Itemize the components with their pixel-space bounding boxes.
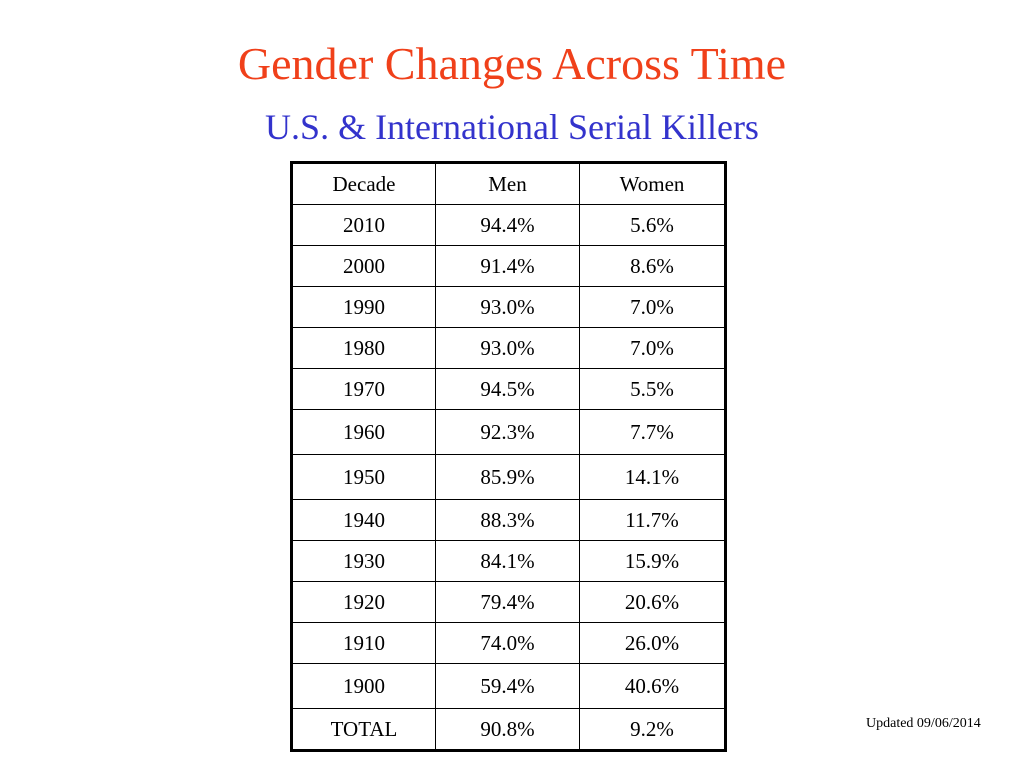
header-men: Men xyxy=(435,162,580,205)
cell-men: 93.0% xyxy=(435,286,580,328)
cell-men: 91.4% xyxy=(435,245,580,287)
cell-women: 7.7% xyxy=(579,409,726,455)
cell-decade: 1980 xyxy=(291,327,436,369)
cell-women: 26.0% xyxy=(579,622,726,664)
cell-decade: 1970 xyxy=(291,368,436,410)
cell-women: 9.2% xyxy=(579,708,726,751)
cell-women: 20.6% xyxy=(579,581,726,623)
cell-men: 85.9% xyxy=(435,454,580,500)
cell-women: 14.1% xyxy=(579,454,726,500)
updated-date-note: Updated 09/06/2014 xyxy=(866,716,981,731)
cell-men: 59.4% xyxy=(435,663,580,709)
cell-women: 5.5% xyxy=(579,368,726,410)
cell-men: 90.8% xyxy=(435,708,580,751)
cell-decade: TOTAL xyxy=(291,708,436,751)
table-row: 1990 93.0% 7.0% xyxy=(291,286,726,328)
cell-women: 15.9% xyxy=(579,540,726,582)
cell-women: 5.6% xyxy=(579,204,726,246)
cell-women: 7.0% xyxy=(579,327,726,369)
cell-decade: 2000 xyxy=(291,245,436,287)
cell-decade: 1930 xyxy=(291,540,436,582)
cell-decade: 1900 xyxy=(291,663,436,709)
cell-decade: 1910 xyxy=(291,622,436,664)
cell-decade: 1920 xyxy=(291,581,436,623)
cell-women: 7.0% xyxy=(579,286,726,328)
table-row-total: TOTAL 90.8% 9.2% xyxy=(291,708,726,751)
cell-men: 84.1% xyxy=(435,540,580,582)
table-row: 1910 74.0% 26.0% xyxy=(291,622,726,664)
cell-men: 74.0% xyxy=(435,622,580,664)
table-row: 1950 85.9% 14.1% xyxy=(291,454,726,500)
table-row: 1920 79.4% 20.6% xyxy=(291,581,726,623)
table-row: 1970 94.5% 5.5% xyxy=(291,368,726,410)
cell-decade: 1960 xyxy=(291,409,436,455)
cell-decade: 1990 xyxy=(291,286,436,328)
table-row: 1930 84.1% 15.9% xyxy=(291,540,726,582)
table-row: 1960 92.3% 7.7% xyxy=(291,409,726,455)
cell-men: 92.3% xyxy=(435,409,580,455)
cell-women: 40.6% xyxy=(579,663,726,709)
cell-decade: 2010 xyxy=(291,204,436,246)
cell-women: 11.7% xyxy=(579,499,726,541)
table-row: 1940 88.3% 11.7% xyxy=(291,499,726,541)
table-row: 1980 93.0% 7.0% xyxy=(291,327,726,369)
cell-men: 79.4% xyxy=(435,581,580,623)
cell-men: 88.3% xyxy=(435,499,580,541)
gender-table: Decade Men Women 2010 94.4% 5.6% 2000 91… xyxy=(290,161,727,752)
table-row: 2000 91.4% 8.6% xyxy=(291,245,726,287)
cell-decade: 1950 xyxy=(291,454,436,500)
slide-subtitle: U.S. & International Serial Killers xyxy=(265,107,759,147)
table-row: 2010 94.4% 5.6% xyxy=(291,204,726,246)
cell-decade: 1940 xyxy=(291,499,436,541)
table-header-row: Decade Men Women xyxy=(291,162,726,205)
cell-men: 94.5% xyxy=(435,368,580,410)
cell-men: 94.4% xyxy=(435,204,580,246)
header-decade: Decade xyxy=(291,162,436,205)
slide-title: Gender Changes Across Time xyxy=(237,38,787,89)
table-row: 1900 59.4% 40.6% xyxy=(291,663,726,709)
cell-women: 8.6% xyxy=(579,245,726,287)
header-women: Women xyxy=(579,162,726,205)
cell-men: 93.0% xyxy=(435,327,580,369)
